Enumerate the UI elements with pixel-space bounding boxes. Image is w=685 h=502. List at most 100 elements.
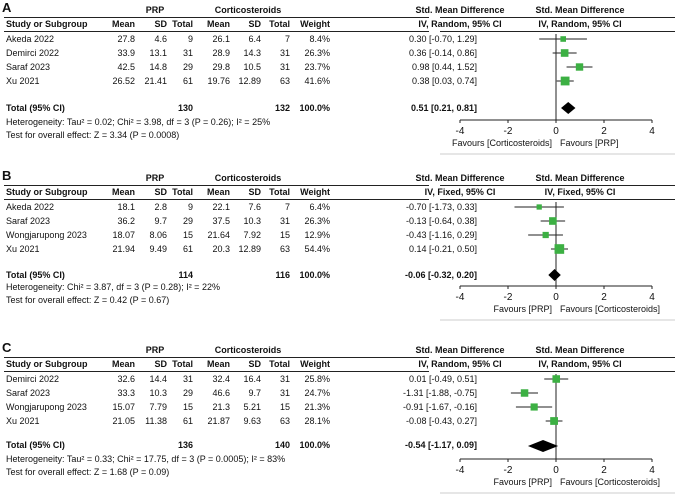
cell-total1: 29 bbox=[182, 216, 193, 226]
group2-header: Corticosteroids bbox=[214, 345, 282, 355]
cell-weight: 24.7% bbox=[304, 388, 330, 398]
cell-sd1: 8.06 bbox=[149, 230, 167, 240]
weight-header: Weight bbox=[300, 187, 330, 197]
favours-left-label: Favours [Corticosteroids] bbox=[452, 138, 552, 148]
study-name: Xu 2021 bbox=[6, 76, 40, 86]
cell-ci: -0.13 [-0.64, 0.38] bbox=[405, 216, 477, 226]
cell-mean2: 21.87 bbox=[207, 416, 230, 426]
study-name: Demirci 2022 bbox=[6, 48, 60, 58]
x-tick-label: 4 bbox=[649, 292, 655, 303]
cell-mean1: 21.05 bbox=[112, 416, 135, 426]
study-name: Akeda 2022 bbox=[6, 202, 55, 212]
pooled-diamond bbox=[561, 102, 576, 114]
x-tick-label: 0 bbox=[553, 126, 559, 137]
cell-weight: 26.3% bbox=[304, 216, 330, 226]
cell-total2: 31 bbox=[279, 48, 290, 58]
total-n1: 136 bbox=[177, 440, 193, 450]
study-header: Study or Subgroup bbox=[6, 187, 88, 197]
group1-header: PRP bbox=[145, 345, 165, 355]
plot-subheader-rule bbox=[440, 371, 675, 372]
cell-mean1: 33.9 bbox=[117, 48, 135, 58]
header-rule bbox=[4, 185, 429, 186]
panel-label: C bbox=[2, 340, 12, 355]
cell-sd1: 13.1 bbox=[149, 48, 167, 58]
smd-header-table: Std. Mean Difference bbox=[415, 345, 505, 355]
panel-label: A bbox=[2, 0, 12, 15]
cell-weight: 12.9% bbox=[304, 230, 330, 240]
x-tick-label: -4 bbox=[456, 292, 465, 303]
forest-plot: -4 -2 0 2 4 Favours [PRP] Favours [Corticoster… bbox=[440, 374, 675, 494]
cell-sd1: 4.6 bbox=[154, 34, 167, 44]
cell-mean1: 15.07 bbox=[112, 402, 135, 412]
x-tick-label: 4 bbox=[649, 126, 655, 137]
total-label: Total (95% CI) bbox=[6, 440, 65, 450]
cell-mean1: 33.3 bbox=[117, 388, 135, 398]
total-n2: 140 bbox=[274, 440, 290, 450]
study-marker bbox=[520, 389, 529, 397]
study-marker bbox=[560, 76, 570, 86]
overall-effect-text: Test for overall effect: Z = 3.34 (P = 0… bbox=[6, 130, 180, 140]
smd-header-table: Std. Mean Difference bbox=[415, 5, 505, 15]
group1-header: PRP bbox=[145, 173, 165, 183]
favours-left-label: Favours [PRP] bbox=[493, 477, 552, 487]
sd1-header: SD bbox=[154, 359, 167, 369]
x-tick-label: 0 bbox=[553, 465, 559, 476]
method-header-plot: IV, Random, 95% CI bbox=[538, 359, 622, 369]
cell-total1: 61 bbox=[182, 244, 193, 254]
cell-mean2: 20.3 bbox=[212, 244, 230, 254]
cell-mean1: 42.5 bbox=[117, 62, 135, 72]
sd2-header: SD bbox=[248, 187, 261, 197]
study-header: Study or Subgroup bbox=[6, 19, 88, 29]
heterogeneity-text: Heterogeneity: Tau² = 0.33; Chi² = 17.75… bbox=[6, 454, 286, 464]
cell-mean2: 32.4 bbox=[212, 374, 230, 384]
total1-header: Total bbox=[172, 187, 193, 197]
x-tick-label: -2 bbox=[504, 292, 513, 303]
study-marker bbox=[554, 244, 565, 254]
total-ci: -0.54 [-1.17, 0.09] bbox=[404, 440, 477, 450]
study-name: Demirci 2022 bbox=[6, 374, 60, 384]
total2-header: Total bbox=[269, 19, 290, 29]
study-marker bbox=[560, 49, 569, 57]
cell-ci: 0.98 [0.44, 1.52] bbox=[411, 62, 477, 72]
sd1-header: SD bbox=[154, 19, 167, 29]
cell-ci: 0.38 [0.03, 0.74] bbox=[411, 76, 477, 86]
pooled-diamond bbox=[527, 440, 559, 452]
smd-header-plot: Std. Mean Difference bbox=[535, 173, 625, 183]
cell-sd2: 10.3 bbox=[243, 216, 261, 226]
cell-total1: 31 bbox=[182, 48, 193, 58]
header-rule bbox=[4, 357, 429, 358]
study-marker bbox=[550, 417, 558, 425]
cell-sd1: 9.49 bbox=[149, 244, 167, 254]
study-marker bbox=[530, 403, 538, 411]
x-tick-label: 2 bbox=[601, 126, 607, 137]
cell-sd1: 9.7 bbox=[154, 216, 167, 226]
cell-sd2: 14.3 bbox=[243, 48, 261, 58]
method-header-plot: IV, Random, 95% CI bbox=[538, 19, 622, 29]
cell-sd2: 10.5 bbox=[243, 62, 261, 72]
forest-panel-b: B PRP Corticosteroids Std. Mean Differen… bbox=[0, 168, 685, 330]
study-name: Xu 2021 bbox=[6, 416, 40, 426]
cell-mean2: 22.1 bbox=[212, 202, 230, 212]
study-header: Study or Subgroup bbox=[6, 359, 88, 369]
cell-mean2: 26.1 bbox=[212, 34, 230, 44]
cell-sd2: 6.4 bbox=[248, 34, 261, 44]
method-header-table: IV, Random, 95% CI bbox=[418, 359, 502, 369]
study-marker bbox=[549, 217, 557, 225]
cell-mean1: 36.2 bbox=[117, 216, 135, 226]
cell-total2: 7 bbox=[284, 202, 290, 212]
cell-sd2: 12.89 bbox=[238, 244, 261, 254]
cell-ci: -1.31 [-1.88, -0.75] bbox=[402, 388, 477, 398]
total-weight: 100.0% bbox=[299, 103, 330, 113]
weight-header: Weight bbox=[300, 19, 330, 29]
cell-total1: 29 bbox=[182, 388, 193, 398]
cell-sd2: 9.63 bbox=[243, 416, 261, 426]
subheader-rule bbox=[4, 371, 429, 372]
cell-mean2: 21.3 bbox=[212, 402, 230, 412]
total-n1: 130 bbox=[177, 103, 193, 113]
study-name: Saraf 2023 bbox=[6, 388, 51, 398]
x-tick-label: 4 bbox=[649, 465, 655, 476]
cell-sd1: 2.8 bbox=[154, 202, 167, 212]
cell-mean1: 32.6 bbox=[117, 374, 135, 384]
mean2-header: Mean bbox=[206, 187, 230, 197]
cell-total1: 61 bbox=[182, 76, 193, 86]
